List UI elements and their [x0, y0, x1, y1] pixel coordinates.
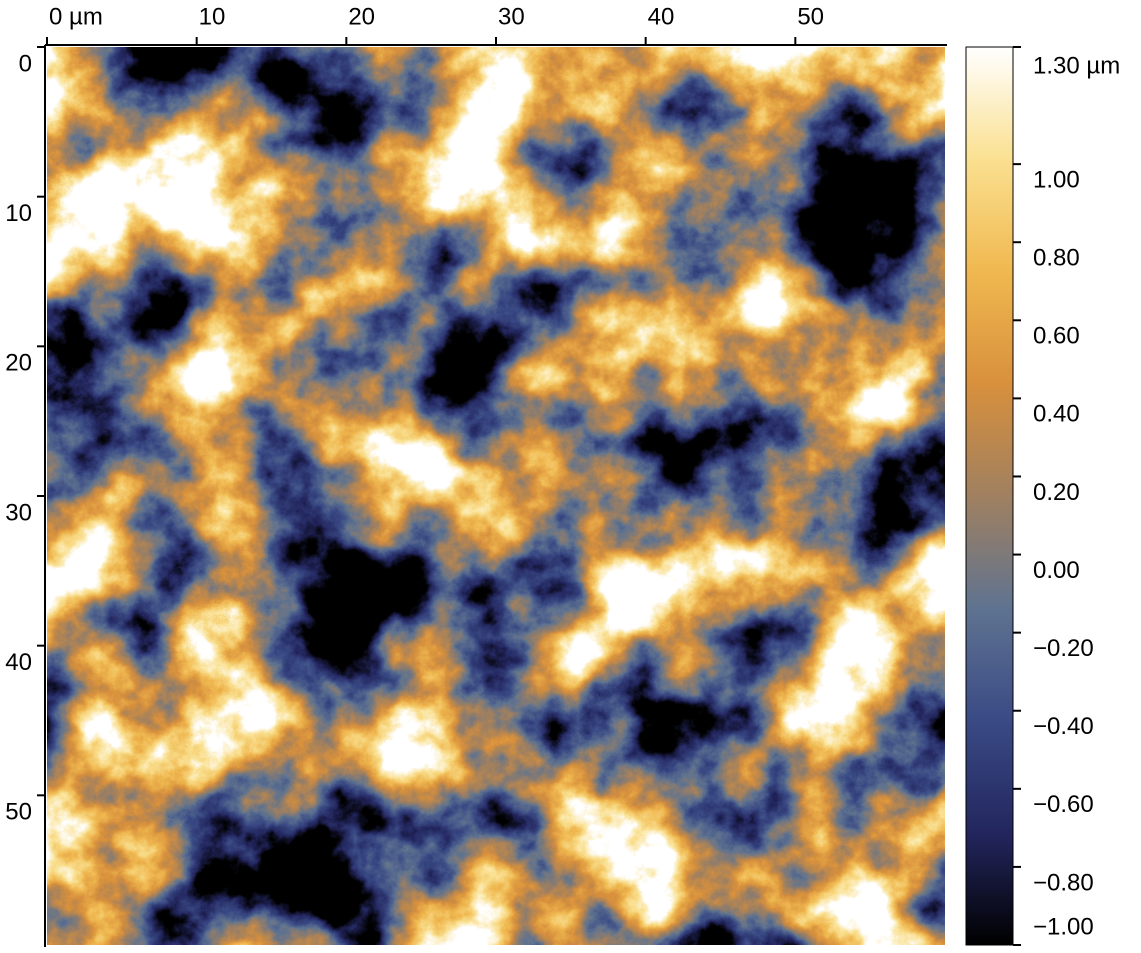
afm-image [47, 47, 945, 945]
colorbar-tick-label: 1.00 [1033, 166, 1080, 193]
x-tick-label: 20 [348, 3, 375, 30]
y-tick-label: 30 [5, 499, 32, 526]
y-tick-label: 10 [5, 200, 32, 227]
x-tick-label: 0 µm [49, 3, 103, 30]
x-tick-label: 50 [797, 3, 824, 30]
colorbar [965, 46, 1014, 946]
colorbar-tick-label: 0.60 [1033, 323, 1080, 350]
colorbar-tick-label: 0.00 [1033, 557, 1080, 584]
colorbar-tick-label: −0.20 [1033, 635, 1094, 662]
x-tick-label: 40 [648, 3, 675, 30]
colorbar-tick-label: −1.00 [1033, 913, 1094, 940]
colorbar-tick-label: 1.30 µm [1033, 52, 1120, 79]
y-tick-label: 20 [5, 350, 32, 377]
x-tick-label: 30 [498, 3, 525, 30]
colorbar-tick-label: 0.40 [1033, 401, 1080, 428]
colorbar-tick-label: −0.80 [1033, 869, 1094, 896]
colorbar-tick-label: −0.60 [1033, 791, 1094, 818]
y-tick-label: 0 [19, 50, 32, 77]
colorbar-tick-label: 0.20 [1033, 479, 1080, 506]
x-tick-label: 10 [199, 3, 226, 30]
y-tick-label: 40 [5, 649, 32, 676]
colorbar-tick-label: 0.80 [1033, 245, 1080, 272]
y-tick-label: 50 [5, 799, 32, 826]
colorbar-tick-label: −0.40 [1033, 713, 1094, 740]
